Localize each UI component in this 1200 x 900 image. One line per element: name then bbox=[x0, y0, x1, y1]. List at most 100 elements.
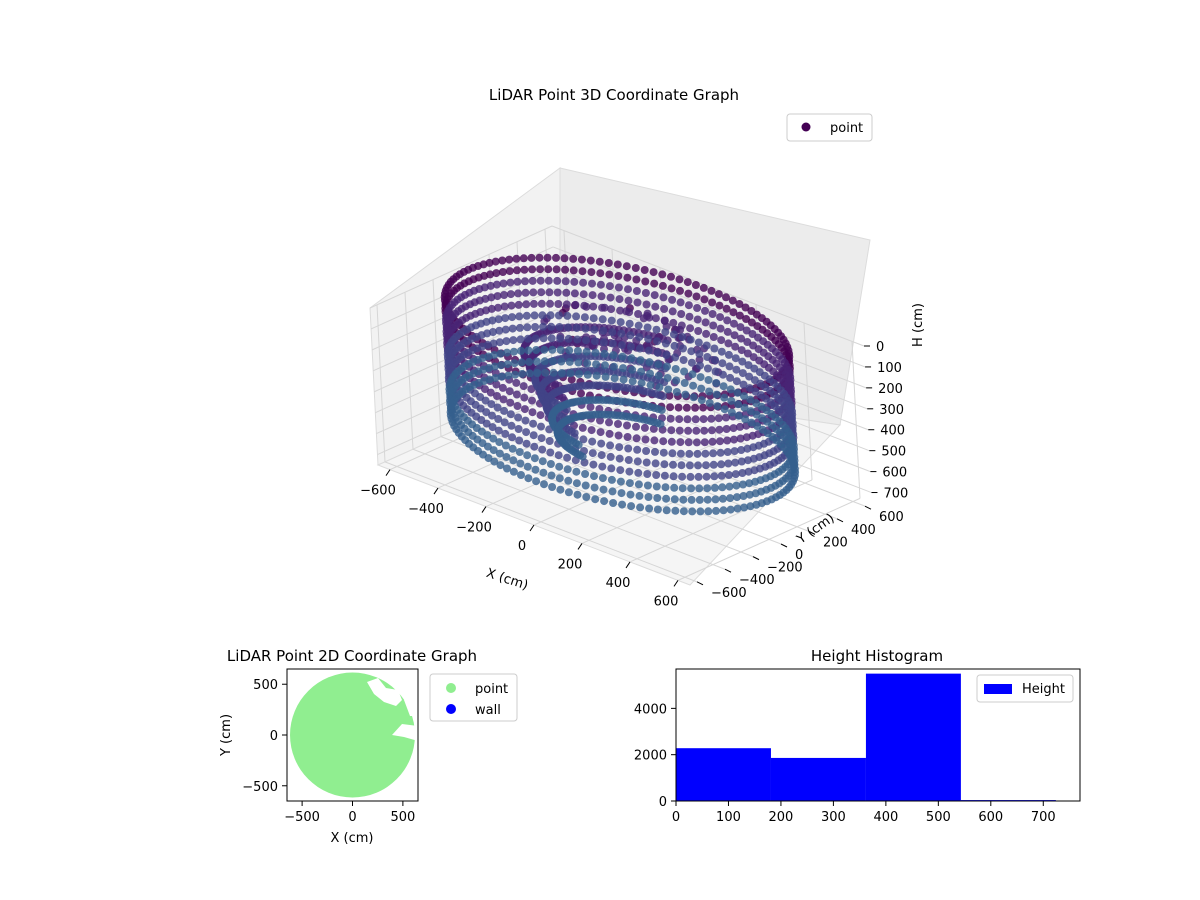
point-3d bbox=[695, 484, 704, 493]
point-3d bbox=[525, 369, 534, 378]
point-3d bbox=[555, 474, 564, 483]
point-3d bbox=[508, 433, 517, 442]
point-3d bbox=[609, 351, 618, 360]
point-3d bbox=[723, 316, 732, 325]
point-3d bbox=[642, 447, 651, 455]
point-3d bbox=[590, 472, 598, 481]
point-3d bbox=[494, 303, 503, 312]
point-3d bbox=[741, 303, 750, 312]
point-3d bbox=[614, 272, 623, 280]
point-3d bbox=[529, 299, 538, 308]
point-3d bbox=[699, 283, 708, 292]
point-3d bbox=[748, 330, 757, 338]
point-3d bbox=[596, 269, 605, 278]
point-3d bbox=[740, 503, 749, 512]
point-3d bbox=[598, 462, 607, 471]
y-tick-label-3d: 0 bbox=[795, 548, 803, 563]
point-3d bbox=[535, 253, 544, 262]
point-3d bbox=[573, 490, 582, 499]
point-3d bbox=[626, 490, 635, 499]
point-3d bbox=[590, 337, 599, 346]
point-3d bbox=[514, 289, 523, 298]
point-3d bbox=[692, 426, 701, 435]
point-3d bbox=[503, 464, 511, 473]
point-3d bbox=[660, 316, 669, 325]
point-3d bbox=[707, 286, 716, 295]
point-3d bbox=[553, 276, 562, 285]
point-3d bbox=[659, 293, 668, 302]
point-3d bbox=[564, 476, 573, 485]
point-3d bbox=[600, 349, 609, 358]
chart-3d-title: LiDAR Point 3D Coordinate Graph bbox=[489, 86, 739, 104]
legend-3d: point bbox=[786, 113, 873, 142]
point-3d bbox=[492, 280, 501, 289]
point-3d bbox=[501, 314, 510, 323]
point-3d bbox=[705, 387, 714, 396]
point-3d bbox=[517, 471, 525, 479]
point-3d bbox=[732, 481, 741, 490]
point-3d bbox=[555, 323, 564, 331]
legend-histogram: Height bbox=[976, 674, 1074, 703]
y-tick-label-3d: −200 bbox=[767, 561, 803, 576]
point-3d bbox=[540, 345, 549, 354]
point-3d bbox=[660, 471, 669, 480]
point-3d bbox=[536, 411, 545, 420]
point-3d bbox=[573, 347, 582, 355]
point-3d bbox=[505, 255, 514, 264]
point-3d bbox=[689, 393, 698, 402]
point-3d bbox=[611, 411, 620, 420]
point-3d bbox=[702, 472, 711, 481]
point-3d bbox=[705, 399, 714, 407]
point-3d bbox=[752, 399, 761, 408]
point-3d bbox=[738, 469, 747, 477]
point-3d bbox=[539, 334, 548, 343]
point-3d bbox=[712, 390, 721, 399]
point-3d bbox=[716, 313, 725, 322]
point-3d bbox=[685, 312, 694, 321]
point-3d bbox=[598, 474, 607, 483]
point-3d bbox=[691, 415, 700, 424]
point-3d bbox=[674, 403, 683, 412]
point-3d bbox=[722, 413, 730, 422]
point-3d bbox=[642, 458, 651, 467]
point-3d bbox=[518, 369, 527, 378]
point-3d bbox=[711, 356, 719, 364]
point-3d bbox=[737, 457, 746, 466]
point-3d bbox=[703, 353, 712, 361]
point-3d bbox=[618, 500, 627, 509]
point-3d bbox=[671, 506, 680, 515]
point-3d bbox=[671, 365, 680, 373]
point-3d bbox=[632, 434, 641, 443]
point-3d bbox=[511, 370, 520, 379]
point-3d bbox=[731, 342, 740, 351]
point-3d bbox=[744, 361, 753, 370]
point-3d bbox=[718, 494, 727, 503]
point-3d bbox=[546, 299, 554, 308]
point-3d bbox=[737, 446, 746, 454]
histogram-bar bbox=[770, 757, 866, 801]
point-3d bbox=[529, 288, 538, 297]
point-3d bbox=[575, 370, 583, 378]
x-tick-3d bbox=[385, 469, 391, 476]
point-3d bbox=[687, 347, 696, 356]
x-tick-label-histogram: 0 bbox=[672, 810, 680, 825]
point-3d bbox=[717, 336, 726, 345]
point-3d bbox=[573, 335, 582, 344]
point-3d bbox=[501, 429, 510, 438]
point-3d bbox=[632, 287, 641, 295]
point-3d bbox=[703, 495, 712, 504]
point-3d bbox=[488, 316, 497, 325]
point-3d bbox=[487, 293, 496, 302]
point-3d bbox=[745, 372, 754, 381]
point-3d bbox=[591, 348, 600, 357]
legend-2d-wall-marker bbox=[446, 704, 456, 714]
point-3d bbox=[532, 477, 541, 486]
point-3d bbox=[509, 347, 518, 356]
point-3d bbox=[580, 313, 589, 322]
point-3d bbox=[509, 336, 518, 345]
point-3d bbox=[604, 259, 613, 267]
legend-histogram-swatch bbox=[984, 684, 1012, 694]
point-3d bbox=[710, 472, 719, 481]
point-3d bbox=[610, 362, 618, 371]
point-3d bbox=[644, 346, 653, 355]
